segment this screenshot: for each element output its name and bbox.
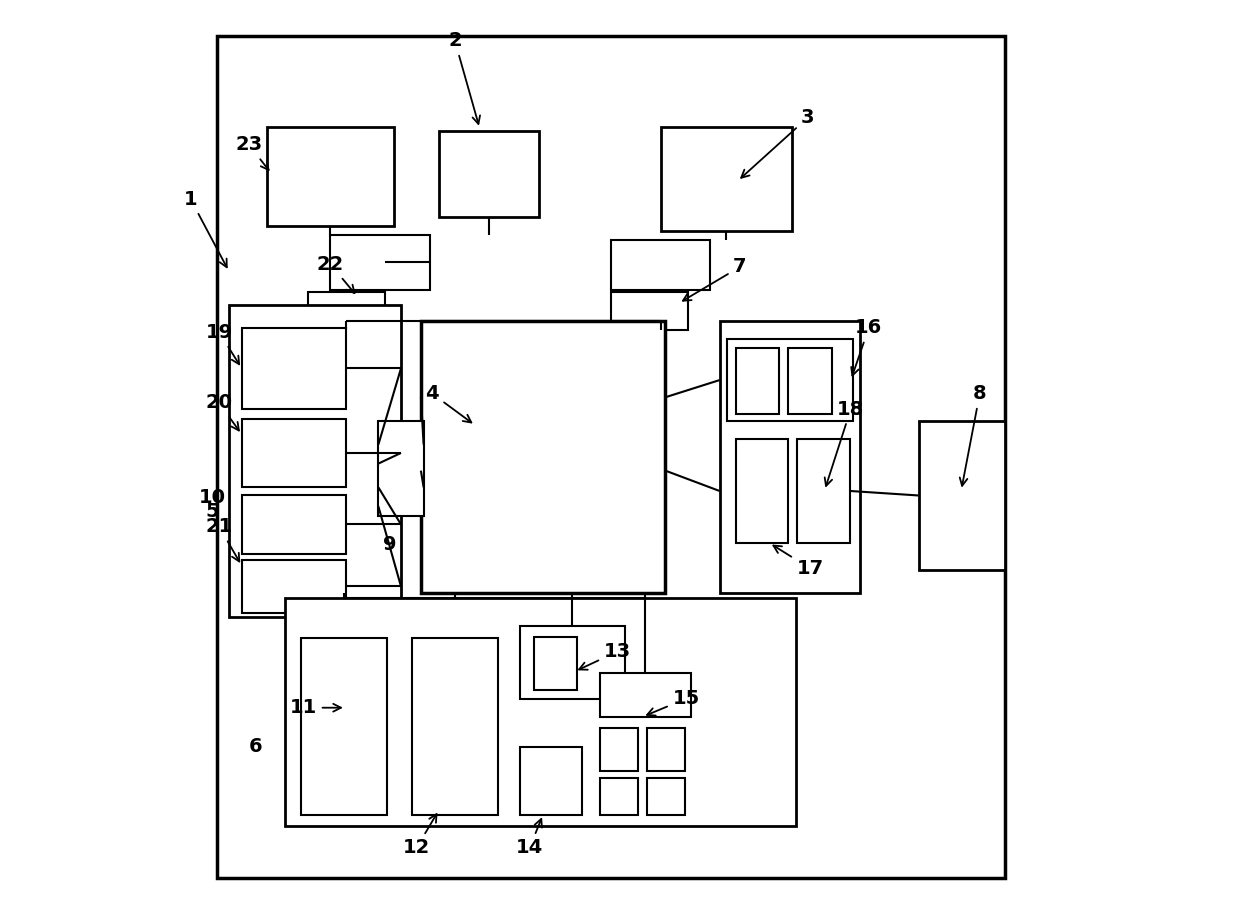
Text: 17: 17 bbox=[774, 546, 823, 577]
Bar bbox=[242, 328, 346, 409]
Bar bbox=[735, 348, 779, 414]
Bar bbox=[735, 439, 789, 543]
Bar bbox=[521, 747, 582, 814]
Text: 13: 13 bbox=[579, 643, 631, 670]
Text: 10: 10 bbox=[200, 489, 226, 507]
Bar bbox=[647, 778, 686, 814]
Bar bbox=[285, 598, 796, 826]
Bar bbox=[378, 421, 424, 516]
Bar bbox=[600, 778, 639, 814]
Text: 11: 11 bbox=[290, 699, 341, 717]
Text: 4: 4 bbox=[425, 385, 471, 423]
Text: 6: 6 bbox=[249, 738, 263, 756]
Text: 3: 3 bbox=[742, 109, 815, 177]
Bar bbox=[797, 439, 849, 543]
Text: 22: 22 bbox=[317, 255, 355, 293]
Text: 18: 18 bbox=[825, 400, 864, 486]
Bar bbox=[611, 292, 688, 330]
Text: 7: 7 bbox=[683, 258, 746, 300]
Text: 9: 9 bbox=[383, 536, 397, 554]
Text: 16: 16 bbox=[851, 319, 883, 376]
Bar bbox=[217, 36, 1004, 878]
Text: 2: 2 bbox=[448, 32, 480, 124]
Bar bbox=[600, 673, 691, 717]
Bar bbox=[242, 419, 346, 487]
Bar bbox=[719, 321, 859, 593]
Bar bbox=[242, 560, 346, 613]
Bar bbox=[308, 292, 384, 330]
Text: 14: 14 bbox=[516, 819, 543, 857]
Bar bbox=[267, 127, 394, 226]
Bar bbox=[534, 637, 578, 690]
Bar bbox=[420, 321, 665, 593]
Bar bbox=[242, 495, 346, 554]
Bar bbox=[600, 728, 639, 771]
Bar bbox=[789, 348, 832, 414]
Bar bbox=[521, 626, 625, 699]
Text: 21: 21 bbox=[206, 518, 239, 561]
Text: 23: 23 bbox=[236, 136, 269, 170]
Bar bbox=[611, 240, 711, 290]
Bar bbox=[229, 305, 401, 617]
Bar bbox=[727, 339, 853, 421]
Bar bbox=[661, 127, 792, 231]
Bar bbox=[647, 728, 686, 771]
Text: 1: 1 bbox=[184, 190, 227, 267]
Bar bbox=[330, 235, 430, 290]
Text: 12: 12 bbox=[403, 814, 436, 857]
Bar bbox=[412, 638, 497, 814]
Bar bbox=[301, 638, 387, 814]
Text: 5: 5 bbox=[206, 502, 219, 520]
Text: 20: 20 bbox=[206, 394, 239, 431]
Text: 19: 19 bbox=[206, 323, 239, 365]
Bar bbox=[919, 421, 1004, 570]
Bar bbox=[439, 131, 538, 217]
Text: 15: 15 bbox=[647, 690, 699, 716]
Text: 8: 8 bbox=[960, 385, 987, 486]
